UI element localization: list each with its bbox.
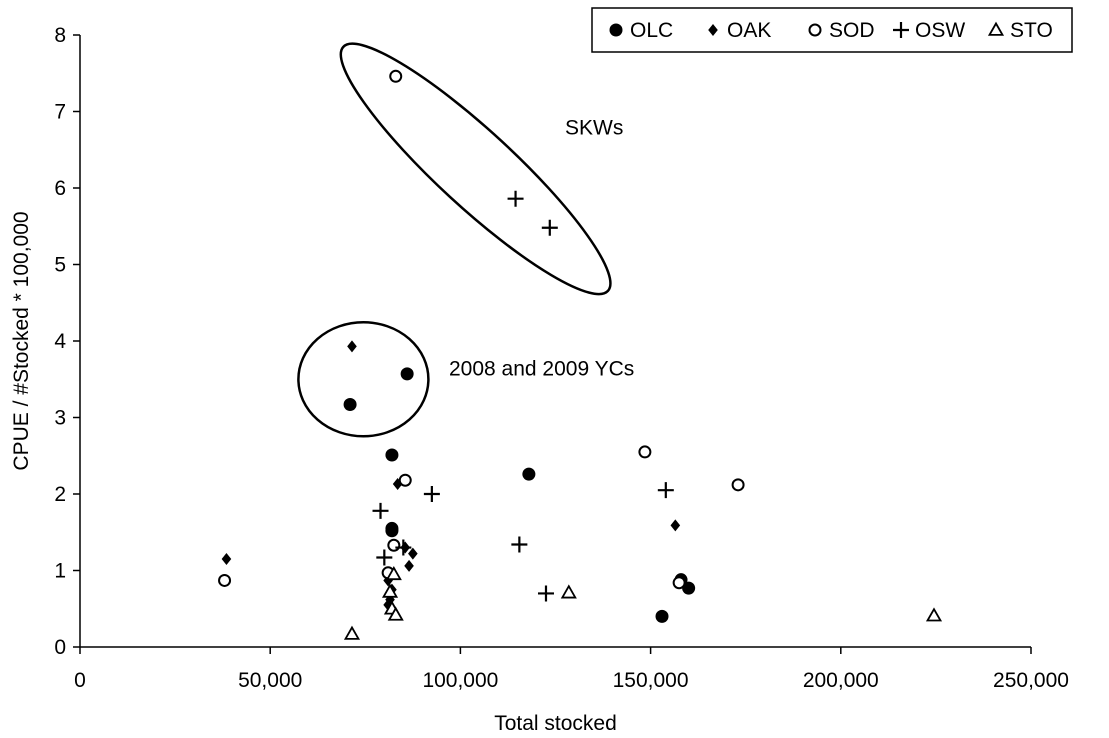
data-point (343, 397, 357, 411)
data-point (408, 547, 418, 560)
x-tick-label: 50,000 (238, 669, 302, 692)
data-point (387, 538, 401, 552)
legend-marker-oak (708, 24, 718, 36)
y-tick-label: 7 (54, 101, 66, 124)
data-point (638, 445, 652, 459)
data-point (541, 219, 558, 236)
legend-marker-olc (609, 23, 623, 37)
y-tick-label: 4 (54, 330, 66, 353)
data-point (385, 566, 402, 581)
group-ellipse (297, 321, 430, 438)
data-point (560, 584, 577, 599)
data-point (381, 583, 399, 598)
data-point (218, 573, 232, 587)
data-point (522, 467, 536, 481)
legend-marker-sto (987, 21, 1005, 36)
data-point (731, 478, 745, 492)
annotations: SKWs 2008 and 2009 YCs (449, 116, 634, 380)
series-sod (218, 69, 745, 590)
legend: OLC OAK SOD OSW STO (591, 7, 1073, 53)
data-point (385, 448, 399, 462)
y-tick-label: 3 (54, 407, 66, 430)
data-point (925, 607, 943, 622)
legend-label-osw: OSW (915, 19, 965, 42)
data-point (682, 581, 696, 595)
data-point (376, 549, 393, 566)
series-osw (372, 190, 674, 602)
x-tick-label: 250,000 (993, 669, 1069, 692)
data-point (387, 606, 404, 621)
data-point (511, 536, 528, 553)
y-tick-label: 5 (54, 254, 66, 277)
legend-label-olc: OLC (630, 19, 673, 42)
legend-label-sto: STO (1010, 19, 1053, 42)
x-axis-title: Total stocked (494, 712, 617, 735)
group-ellipse (339, 42, 612, 296)
data-point (372, 502, 389, 519)
x-tick-label: 0 (74, 669, 86, 692)
legend-label-oak: OAK (727, 19, 771, 42)
data-point (395, 539, 412, 556)
annotation-label: 2008 and 2009 YCs (449, 357, 634, 380)
y-tick-label: 0 (54, 636, 66, 659)
data-point (385, 524, 399, 538)
data-point (383, 598, 393, 611)
annotation-label: SKWs (565, 116, 623, 139)
data-point (672, 576, 686, 590)
data-points (218, 69, 943, 640)
data-point (221, 553, 232, 566)
data-point (670, 519, 681, 532)
x-tick-label: 100,000 (422, 669, 498, 692)
legend-label-sod: SOD (829, 19, 875, 42)
group-ellipses (297, 42, 612, 438)
legend-marker-sod (808, 23, 822, 37)
y-axis-title: CPUE / #Stocked * 100,000 (10, 211, 33, 470)
data-point (423, 486, 440, 502)
y-tick-label: 2 (54, 483, 66, 506)
data-point (655, 609, 669, 623)
data-point (404, 559, 414, 572)
y-tick-label: 8 (54, 24, 66, 47)
x-tick-label: 150,000 (613, 669, 689, 692)
series-sto (343, 566, 943, 640)
y-tick-label: 1 (54, 560, 66, 583)
data-point (537, 585, 554, 602)
data-point (347, 340, 357, 353)
axes: 0 1 2 3 4 5 6 7 8 0 50,000 100,000 150,000 200,000 250… (10, 24, 1069, 735)
x-tick-label: 200,000 (803, 669, 879, 692)
series-olc (343, 367, 696, 623)
series-oak (221, 340, 681, 611)
y-tick-label: 6 (54, 177, 66, 200)
legend-marker-osw (893, 22, 909, 38)
data-point (398, 473, 412, 487)
data-point (657, 482, 674, 499)
data-point (507, 190, 524, 207)
data-point (389, 69, 403, 83)
data-point (343, 625, 361, 640)
data-point (400, 367, 414, 381)
